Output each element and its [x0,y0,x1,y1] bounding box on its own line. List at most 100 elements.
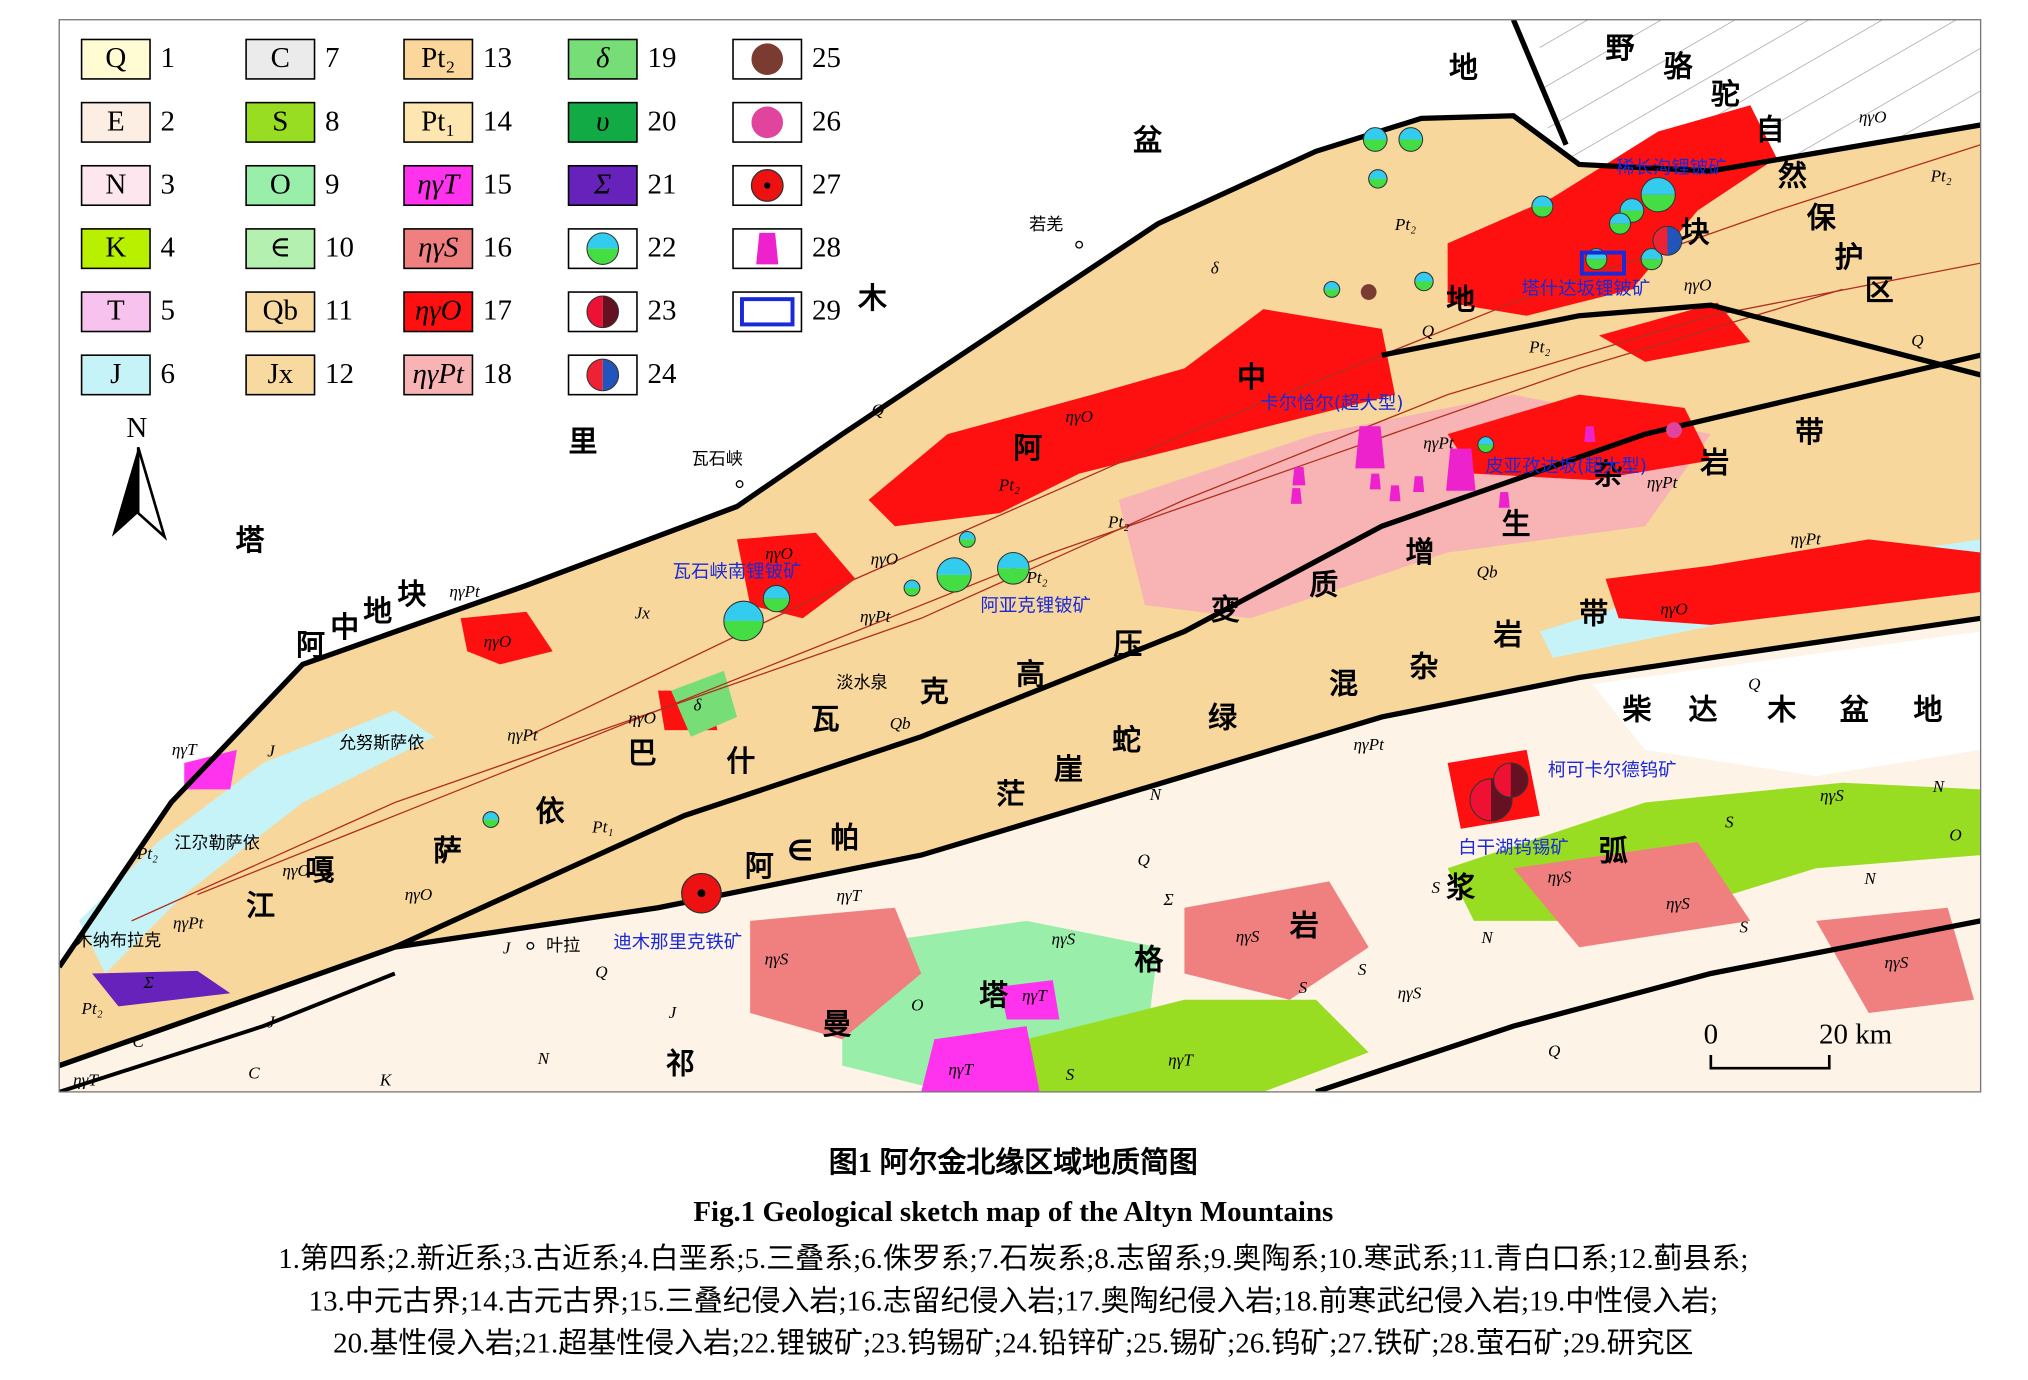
place-dot [1075,240,1084,249]
unit-label: 生 [1502,507,1531,541]
legend-number: 21 [647,168,676,200]
mineral-outline [936,557,972,593]
orogen-belt [59,115,1981,1066]
map-symbol: Pt₂ [998,476,1020,495]
unit-label: 然 [1778,159,1807,193]
legend-swatch [80,291,151,333]
legend-symbol: Qb [263,295,298,327]
mineral-half [1414,272,1434,282]
mineral-half [1641,259,1663,270]
legend-swatch [245,38,316,80]
map-symbol: δ [694,695,703,714]
unit-label: 崖 [1054,752,1083,786]
mineral-half [1368,169,1388,179]
map-symbol: ηγO [1684,276,1712,295]
red-patch [460,611,553,665]
mineral-half [1477,436,1494,445]
iron-dot [764,182,771,189]
fluorite-deposit [1413,476,1425,493]
map-symbol: ηγS [1820,786,1844,805]
mineral-half [1585,259,1607,270]
study-area [1579,250,1626,276]
unit-label: 阿 [745,849,774,883]
fluorite-deposit [1498,492,1510,508]
fluorite-deposit [756,232,779,265]
mineral-outline [1608,212,1632,235]
legend-symbol: C [271,42,290,74]
map-symbol: ηγT [172,740,198,759]
map-symbol: K [379,1070,393,1089]
mineral-half [1609,213,1631,224]
unit-label: 江 [246,889,275,923]
unit-label: 自 [1756,113,1785,147]
legend-number: 26 [812,105,841,137]
fault [526,144,1981,738]
unit-label: 中 [1237,360,1266,394]
unit-label: 阿 [296,628,325,662]
map-symbol: ηγT [836,886,862,905]
unit-label: 保 [1807,201,1837,235]
map-symbol: Pt₂ [1025,568,1047,587]
magenta-patch [184,749,237,790]
unit-label: 中 [330,610,359,644]
map-symbol: ηγPt [1647,473,1679,492]
map-symbol: Pt₂ [136,844,158,863]
mineral-half [1652,226,1668,256]
map-symbol: S [1432,878,1441,897]
legend-number: 17 [483,295,512,327]
mineral-half [763,585,790,599]
map-symbol: ηγS [1398,983,1422,1002]
unit-label: 岩 [1699,445,1729,479]
map-symbol: ηγPt [449,582,481,601]
map-symbol: ηγO [628,709,656,728]
tungsten-deposit [751,106,784,139]
unit-label: 高 [1016,657,1045,691]
legend-number: 4 [161,232,176,264]
map-symbol: Σ [1163,890,1174,909]
map-symbol: O [911,995,923,1014]
unit-label: 地 [1449,51,1478,85]
legend-number: 13 [483,42,512,74]
fluorite-deposit [1584,426,1596,443]
legend-number: 3 [161,168,175,200]
legend-swatch [403,38,474,80]
legend-number: 8 [325,105,339,137]
unit-label: 蛇 [1112,723,1141,757]
map-symbol: ηγT [1022,986,1048,1005]
legend-number: 18 [483,358,512,390]
legend-symbol: δ [596,42,610,74]
scale-end: 20 km [1819,1018,1893,1050]
legend-symbol: ηγO [415,295,462,327]
map-symbol: O [1949,826,1961,845]
mineral-half [937,557,972,575]
legend-number: 19 [647,42,676,74]
mineral-half [602,359,619,391]
legend-symbol: S [272,105,288,137]
unit-label: 克 [920,674,949,708]
place-label: 叶拉 [546,936,580,955]
scale-bar: 0 20 km [1704,1018,1893,1070]
map-symbol: Q [1911,331,1924,350]
map-symbol: ηγPt [1423,434,1455,453]
legend-symbol: O [270,168,291,200]
mineral-half [586,359,603,391]
map-symbol: Jx [635,603,651,622]
map-symbol: ηγO [484,632,512,651]
map-symbol: N [1149,785,1163,804]
map-symbol: ηγO [1065,407,1093,426]
mineral-half [1609,223,1631,235]
main-fault [1381,302,1981,378]
legend-number: 12 [325,358,354,390]
mineral-half [602,295,619,328]
mineral-half [1477,444,1494,453]
caption-note: 13.中元古界;14.古元古界;15.三叠纪侵入岩;16.志留纪侵入岩;17.奥… [309,1285,1718,1317]
map-symbol: ηγO [765,544,793,563]
map-symbol: Q [595,962,608,981]
mineral-outline [762,584,791,613]
unit-label: 格 [1134,943,1164,977]
map-symbol: ηγPt [507,726,539,745]
mineral-outline [1477,436,1495,454]
mineral-half [586,248,619,265]
mineral-half [1641,194,1676,212]
caption-title-cn: 图1 阿尔金北缘区域地质简图 [829,1146,1198,1179]
